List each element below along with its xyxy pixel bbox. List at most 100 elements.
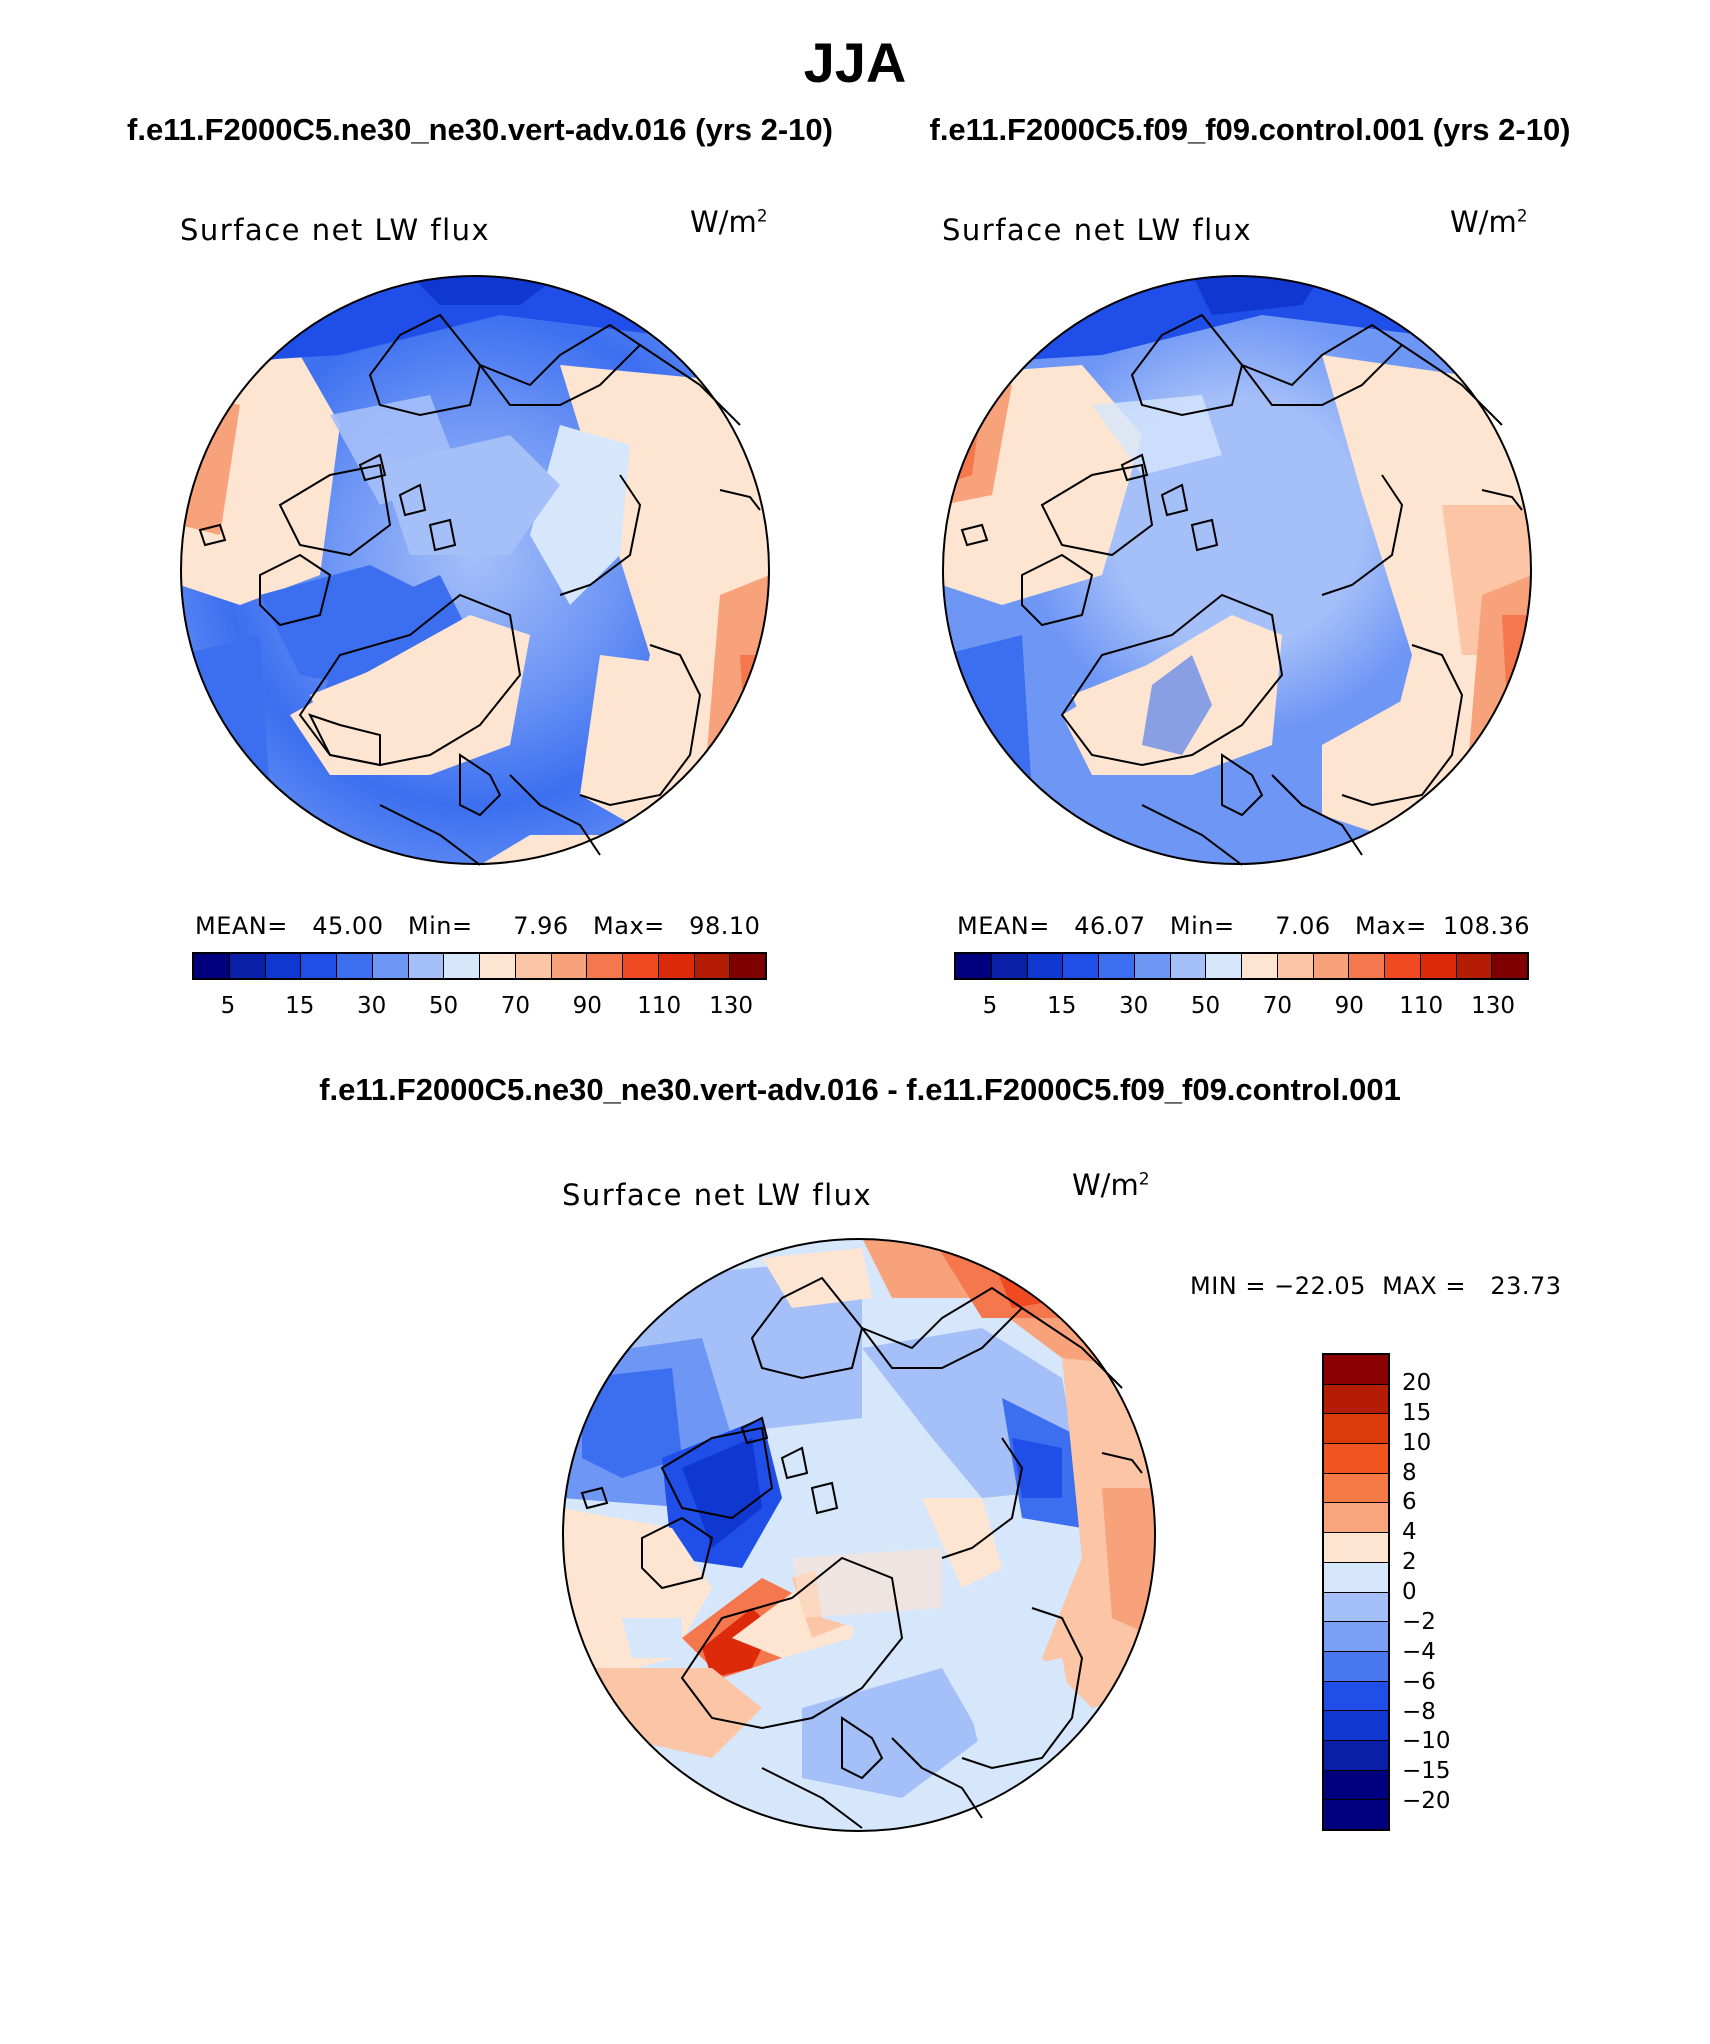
diff-minmax: MIN = −22.05 MAX = 23.73 <box>1190 1272 1562 1300</box>
colorbar-tick-label: 90 <box>572 993 602 1019</box>
colorbar-swatch <box>194 954 230 978</box>
colorbar-swatch <box>1099 954 1135 978</box>
stats-right: MEAN= 46.07 Min= 7.06 Max= 108.36 <box>957 912 1531 940</box>
colorbar-swatch <box>372 954 409 978</box>
colorbar-tick-label: 70 <box>500 993 531 1019</box>
colorbar-tick-label: −15 <box>1402 1758 1451 1785</box>
colorbar-swatch <box>1027 954 1064 978</box>
colorbar-tick-label: 110 <box>637 993 682 1019</box>
colorbar-swatch <box>1277 954 1314 978</box>
colorbar-tick-label: −20 <box>1402 1788 1451 1815</box>
colorbar-tick-label: 130 <box>709 993 754 1019</box>
colorbar-tick-label: 5 <box>220 993 236 1019</box>
colorbar-swatch <box>551 954 588 978</box>
colorbar-tick-label: 6 <box>1402 1489 1417 1516</box>
colorbar-tick-label: −8 <box>1402 1698 1436 1725</box>
colorbar-right <box>954 952 1529 980</box>
colorbar-swatch <box>1324 1711 1388 1741</box>
colorbar-swatch <box>301 954 337 978</box>
colorbar-swatch <box>1385 954 1421 978</box>
colorbar-tick-label: 15 <box>1402 1399 1432 1426</box>
colorbar-swatch <box>1324 1800 1388 1829</box>
colorbar-tick-label: 0 <box>1402 1579 1417 1605</box>
colorbar-tick-label: 15 <box>1047 993 1077 1019</box>
map-border-right <box>942 275 1532 865</box>
stats-left: MEAN= 45.00 Min= 7.96 Max= 98.10 <box>195 912 761 940</box>
colorbar-swatch <box>730 954 765 978</box>
colorbar-tick-label: 2 <box>1402 1549 1417 1576</box>
units-diff: W/m2 <box>1072 1168 1150 1202</box>
colorbar-tick-label: 5 <box>982 993 998 1019</box>
colorbar-tick-label: 30 <box>357 993 387 1019</box>
map-border-left <box>180 275 770 865</box>
colorbar-right-labels: 5 15 30 50 70 90 110 130 <box>954 993 1529 1023</box>
colorbar-swatch <box>1170 954 1207 978</box>
colorbar-swatch <box>337 954 373 978</box>
colorbar-swatch <box>1420 954 1457 978</box>
colorbar-tick-label: 50 <box>428 993 459 1019</box>
colorbar-tick-label: −2 <box>1402 1608 1436 1635</box>
colorbar-tick-label: 90 <box>1334 993 1364 1019</box>
colorbar-tick-label: 4 <box>1402 1519 1417 1546</box>
colorbar-swatch <box>623 954 659 978</box>
diff-title: f.e11.F2000C5.ne30_ne30.vert-adv.016 - f… <box>319 1072 1401 1107</box>
units-right: W/m2 <box>1450 205 1528 239</box>
colorbar-swatch <box>1324 1681 1388 1712</box>
colorbar-tick-label: 50 <box>1190 993 1221 1019</box>
colorbar-swatch <box>587 954 623 978</box>
colorbar-swatch <box>1324 1562 1388 1593</box>
colorbar-swatch <box>1492 954 1527 978</box>
colorbar-swatch <box>694 954 731 978</box>
colorbar-swatch <box>1324 1740 1388 1771</box>
colorbar-tick-label: −4 <box>1402 1638 1436 1665</box>
polar-map-right <box>942 275 1532 866</box>
colorbar-swatch <box>1324 1622 1388 1652</box>
map-border-diff <box>562 1238 1156 1832</box>
colorbar-tick-label: 20 <box>1402 1369 1432 1396</box>
colorbar-swatch <box>444 954 480 978</box>
map-label-diff: Surface net LW flux <box>562 1178 873 1212</box>
colorbar-tick-label: −10 <box>1402 1728 1451 1755</box>
colorbar-swatch <box>1324 1533 1388 1563</box>
polar-map-diff <box>562 1238 1156 1832</box>
colorbar-swatch <box>1456 954 1493 978</box>
colorbar-diff <box>1322 1353 1390 1831</box>
colorbar-tick-label: 15 <box>285 993 315 1019</box>
colorbar-swatch <box>1313 954 1350 978</box>
units-left: W/m2 <box>690 205 768 239</box>
colorbar-tick-label: 10 <box>1402 1429 1432 1456</box>
colorbar-swatch <box>480 954 516 978</box>
colorbar-swatch <box>229 954 266 978</box>
map-label-left: Surface net LW flux <box>180 213 491 247</box>
colorbar-swatch <box>1324 1414 1388 1445</box>
colorbar-tick-label: 70 <box>1262 993 1293 1019</box>
colorbar-swatch <box>1324 1355 1388 1385</box>
colorbar-swatch <box>1242 954 1278 978</box>
colorbar-swatch <box>991 954 1028 978</box>
colorbar-swatch <box>1134 954 1171 978</box>
colorbar-swatch <box>1349 954 1385 978</box>
colorbar-tick-label: −6 <box>1402 1668 1436 1695</box>
case-title-left: f.e11.F2000C5.ne30_ne30.vert-adv.016 (yr… <box>127 112 833 147</box>
colorbar-swatch <box>408 954 445 978</box>
colorbar-left <box>192 952 767 980</box>
colorbar-swatch <box>515 954 552 978</box>
colorbar-swatch <box>1324 1592 1388 1623</box>
colorbar-swatch <box>1324 1770 1388 1801</box>
colorbar-swatch <box>1063 954 1099 978</box>
colorbar-swatch <box>1324 1651 1388 1682</box>
colorbar-swatch <box>658 954 695 978</box>
colorbar-diff-labels: 20 15 10 8 6 4 2 0 −2 −4 −6 −8 −10 −15 −20 <box>1402 1353 1482 1831</box>
colorbar-left-labels: 5 15 30 50 70 90 110 130 <box>192 993 767 1023</box>
colorbar-swatch <box>956 954 992 978</box>
colorbar-swatch <box>1324 1384 1388 1415</box>
case-title-right: f.e11.F2000C5.f09_f09.control.001 (yrs 2… <box>929 112 1571 147</box>
colorbar-tick-label: 110 <box>1399 993 1444 1019</box>
colorbar-tick-label: 8 <box>1402 1459 1417 1486</box>
main-title: JJA <box>803 31 907 94</box>
colorbar-swatch <box>1324 1444 1388 1474</box>
colorbar-swatch <box>265 954 302 978</box>
polar-map-left <box>180 275 770 866</box>
colorbar-swatch <box>1206 954 1242 978</box>
map-label-right: Surface net LW flux <box>942 213 1253 247</box>
